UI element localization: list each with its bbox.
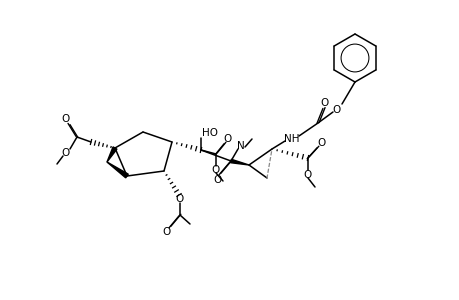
Text: HO: HO (202, 128, 218, 138)
Text: O: O (303, 170, 312, 180)
Text: O: O (162, 227, 171, 237)
Text: O: O (320, 98, 328, 108)
Polygon shape (230, 159, 248, 165)
Polygon shape (107, 147, 117, 162)
Text: O: O (224, 134, 232, 144)
Text: O: O (212, 165, 220, 175)
Text: O: O (317, 138, 325, 148)
Text: O: O (175, 194, 184, 204)
Text: O: O (332, 105, 341, 115)
Text: NH: NH (284, 134, 299, 144)
Text: O: O (62, 114, 70, 124)
Text: O: O (62, 148, 70, 158)
Text: N: N (236, 141, 244, 151)
Polygon shape (107, 162, 128, 178)
Text: O: O (213, 175, 222, 185)
